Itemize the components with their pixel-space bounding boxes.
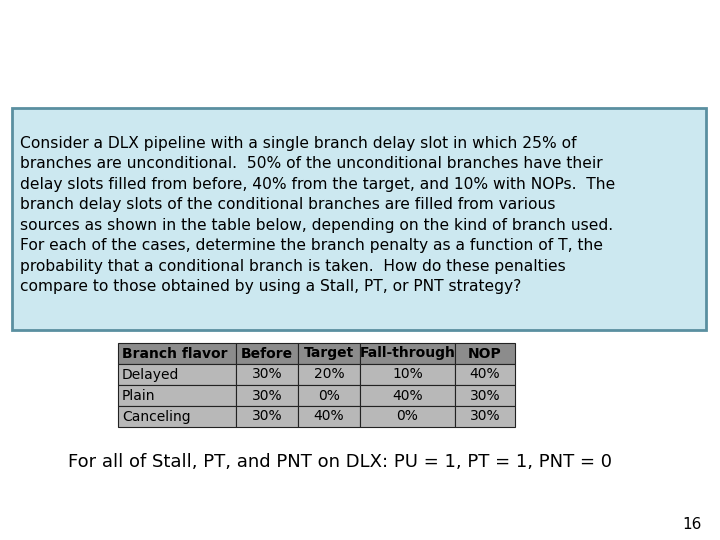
FancyBboxPatch shape xyxy=(360,406,455,427)
Text: For all of Stall, PT, and PNT on DLX: PU = 1, PT = 1, PNT = 0: For all of Stall, PT, and PNT on DLX: PU… xyxy=(68,453,612,471)
Text: 0%: 0% xyxy=(397,409,418,423)
Text: 0%: 0% xyxy=(318,388,340,402)
FancyBboxPatch shape xyxy=(236,385,298,406)
Text: 40%: 40% xyxy=(469,368,500,381)
Text: Plain: Plain xyxy=(122,388,156,402)
Text: 30%: 30% xyxy=(469,388,500,402)
Text: Fall-through: Fall-through xyxy=(359,347,456,361)
Text: 10%: 10% xyxy=(392,368,423,381)
Text: 40%: 40% xyxy=(314,409,344,423)
FancyBboxPatch shape xyxy=(298,364,360,385)
Text: 30%: 30% xyxy=(469,409,500,423)
Text: Target: Target xyxy=(304,347,354,361)
FancyBboxPatch shape xyxy=(236,406,298,427)
Text: Before: Before xyxy=(241,347,293,361)
Text: Example:  Branch Penalties: Example: Branch Penalties xyxy=(10,11,459,39)
Text: Delayed: Delayed xyxy=(122,368,179,381)
FancyBboxPatch shape xyxy=(298,406,360,427)
FancyBboxPatch shape xyxy=(12,108,706,330)
Text: Consider a DLX pipeline with a single branch delay slot in which 25% of
branches: Consider a DLX pipeline with a single br… xyxy=(20,136,616,294)
FancyBboxPatch shape xyxy=(360,343,455,364)
FancyBboxPatch shape xyxy=(455,406,515,427)
Text: Branch flavor: Branch flavor xyxy=(122,347,228,361)
Text: 20%: 20% xyxy=(314,368,344,381)
Text: NOP: NOP xyxy=(468,347,502,361)
Text: Canceling: Canceling xyxy=(122,409,191,423)
FancyBboxPatch shape xyxy=(118,364,236,385)
Text: 30%: 30% xyxy=(252,368,282,381)
FancyBboxPatch shape xyxy=(118,385,236,406)
FancyBboxPatch shape xyxy=(455,343,515,364)
FancyBboxPatch shape xyxy=(118,343,236,364)
Text: 30%: 30% xyxy=(252,409,282,423)
FancyBboxPatch shape xyxy=(236,364,298,385)
FancyBboxPatch shape xyxy=(455,385,515,406)
FancyBboxPatch shape xyxy=(118,406,236,427)
FancyBboxPatch shape xyxy=(455,364,515,385)
FancyBboxPatch shape xyxy=(298,343,360,364)
Text: 30%: 30% xyxy=(252,388,282,402)
FancyBboxPatch shape xyxy=(236,343,298,364)
FancyBboxPatch shape xyxy=(360,364,455,385)
FancyBboxPatch shape xyxy=(360,385,455,406)
Text: 16: 16 xyxy=(683,517,702,532)
Text: 40%: 40% xyxy=(392,388,423,402)
FancyBboxPatch shape xyxy=(298,385,360,406)
